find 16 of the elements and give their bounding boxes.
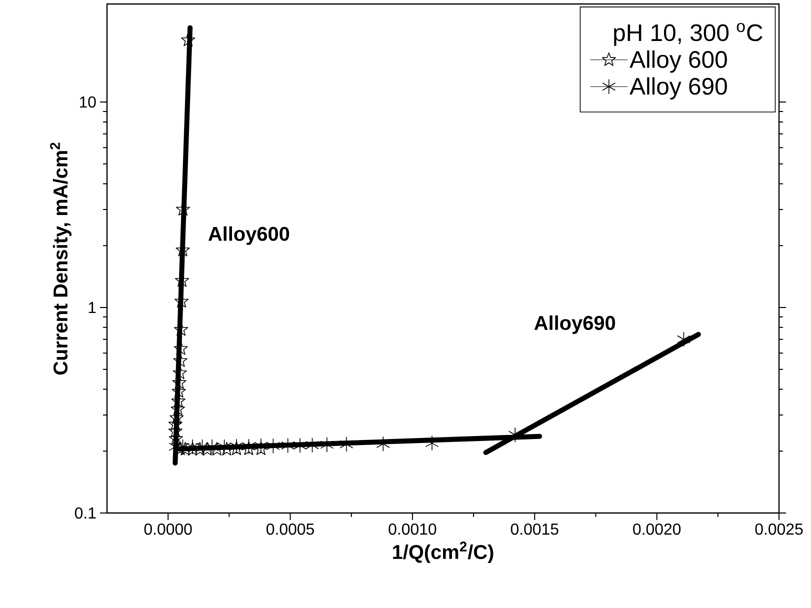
x-tick-label: 0.0005 bbox=[266, 523, 314, 535]
x-tick-label: 0.0010 bbox=[388, 523, 436, 535]
y-tick-label: 1 bbox=[88, 302, 96, 313]
x-axis-title: 1/Q(cm$^{2}$/C) bbox=[393, 542, 494, 564]
y-tick-label: 10 bbox=[80, 96, 96, 108]
legend-title: pH 10, 300 $^{o}$C bbox=[614, 22, 762, 46]
x-tick-label: 0.0015 bbox=[510, 523, 558, 535]
x-tick-label: 0.0025 bbox=[755, 523, 803, 535]
y-tick-label: 0.1 bbox=[74, 507, 96, 519]
legend-label: Alloy 690 bbox=[630, 77, 727, 100]
x-tick-label: 0.0020 bbox=[633, 523, 681, 535]
annotation: Alloy690 bbox=[534, 315, 616, 334]
x-tick-label: 0.0000 bbox=[144, 523, 192, 535]
y-axis-title: Current Density, mA/cm$^{2}$ bbox=[50, 142, 72, 375]
annotation: Alloy600 bbox=[208, 226, 290, 245]
legend-label: Alloy 600 bbox=[630, 50, 727, 73]
